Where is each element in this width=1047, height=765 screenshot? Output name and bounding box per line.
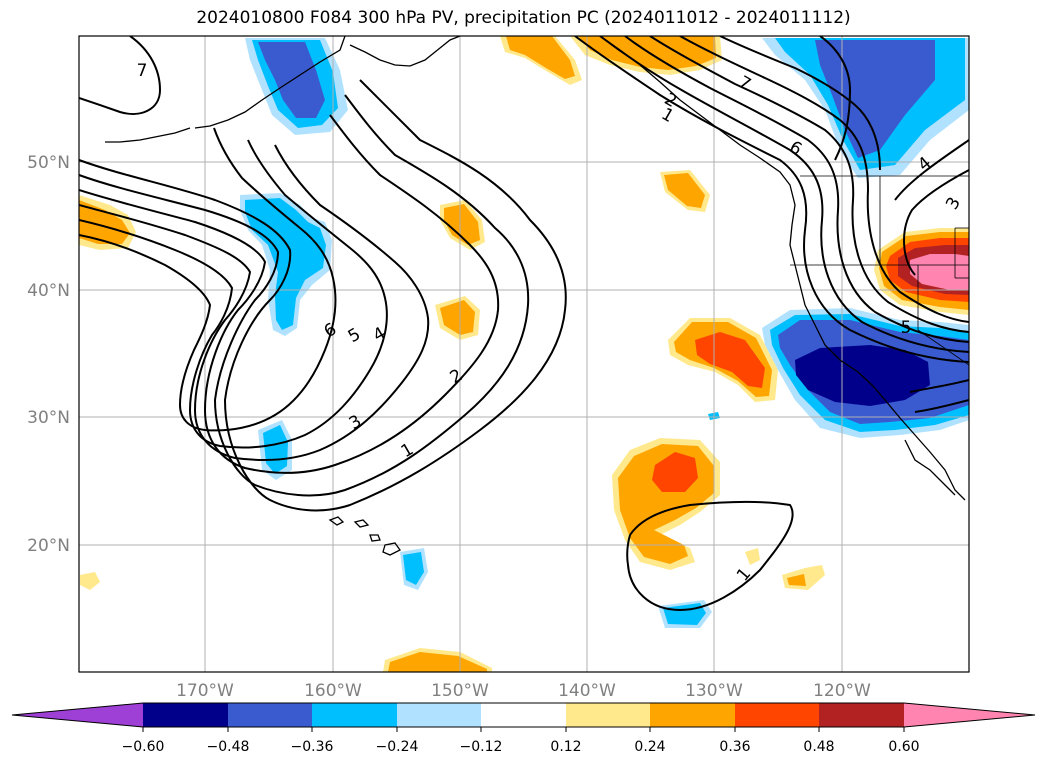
lon-label-130w: 130°W (685, 681, 743, 701)
neg-anomaly-gulf-alaska (245, 38, 348, 135)
lon-label-150w: 150°W (431, 681, 489, 701)
lat-label-40n: 40°N (27, 281, 70, 301)
colorbar-tick-label: 0.12 (550, 739, 581, 755)
colorbar-tick-label: 0.60 (888, 739, 919, 755)
colorbar-tick-label: −0.48 (207, 739, 250, 755)
colorbar-extend-left (12, 703, 143, 727)
colorbar-segment (819, 703, 904, 727)
pv-contours (79, 36, 969, 612)
lon-label-120w: 120°W (813, 681, 871, 701)
colorbar-tick-label: −0.60 (122, 739, 165, 755)
latitude-labels: 50°N 40°N 30°N 20°N (27, 153, 70, 556)
colorbar-extend-right (904, 703, 1035, 727)
neg-anomaly-canada (762, 38, 969, 178)
lat-label-20n: 20°N (27, 536, 70, 556)
colorbar-segment (228, 703, 312, 727)
colorbar-segment (481, 703, 566, 727)
colorbar: −0.60 −0.48 −0.36 −0.24 −0.12 0.12 0.24 … (11, 702, 1036, 755)
colorbar-tick-label: 0.48 (803, 739, 834, 755)
lon-label-170w: 170°W (176, 681, 234, 701)
colorbar-tick-label: 0.36 (719, 739, 750, 755)
pos-anomaly-central-pacific (383, 318, 825, 672)
colorbar-tick-label: −0.12 (460, 739, 503, 755)
colorbar-segment (312, 703, 397, 727)
colorbar-tick-label: 0.24 (634, 739, 665, 755)
neg-anomaly-central (240, 193, 720, 628)
colorbar-segment (566, 703, 650, 727)
graticule (79, 36, 969, 672)
colorbar-segment (650, 703, 735, 727)
contour-label: 5 (901, 318, 912, 338)
lat-label-30n: 30°N (27, 408, 70, 428)
contour-label: 7 (137, 61, 148, 81)
colorbar-tick-label: −0.24 (376, 739, 419, 755)
colorbar-segment (143, 703, 228, 727)
lon-label-140w: 140°W (558, 681, 616, 701)
lon-label-160w: 160°W (304, 681, 362, 701)
colorbar-segment (397, 703, 481, 727)
map-frame (78, 35, 970, 673)
colorbar-segment (735, 703, 819, 727)
longitude-labels: 170°W 160°W 150°W 140°W 130°W 120°W (176, 681, 871, 701)
colorbar-tick-label: −0.36 (291, 739, 334, 755)
map-title: 2024010800 F084 300 hPa PV, precipitatio… (196, 8, 851, 28)
lat-label-50n: 50°N (27, 153, 70, 173)
